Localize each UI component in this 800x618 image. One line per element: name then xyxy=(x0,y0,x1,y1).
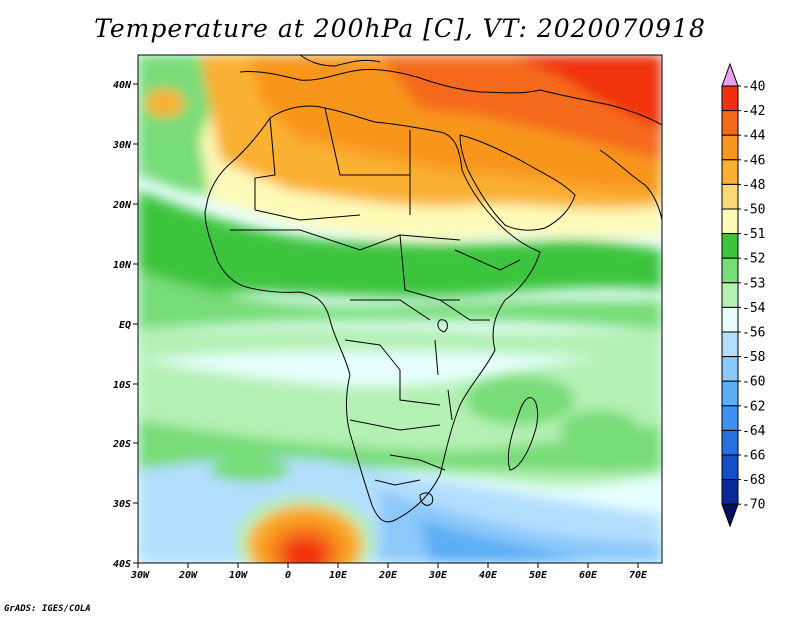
colorbar-swatch xyxy=(721,429,739,456)
lat-label: 10S xyxy=(113,380,131,391)
colorbar-label: -68 xyxy=(742,473,765,488)
lat-label: 30S xyxy=(112,499,131,510)
colorbar-label: -62 xyxy=(742,399,765,414)
lat-label: 40S xyxy=(113,559,131,570)
lat-label: EQ xyxy=(119,320,131,331)
colorbar-swatch xyxy=(721,356,739,382)
colorbar-label: -70 xyxy=(742,498,765,513)
lon-label: 10W xyxy=(229,570,248,581)
colorbar-swatch xyxy=(721,257,739,284)
lon-label: 70E xyxy=(629,570,648,581)
lon-label: 10E xyxy=(329,570,348,581)
colorbar-swatch xyxy=(721,282,739,308)
colorbar-label: -52 xyxy=(742,252,765,267)
colorbar-swatch xyxy=(721,454,739,481)
lat-label: 20N xyxy=(112,200,132,211)
axis-ticks xyxy=(133,83,639,568)
colorbar-swatch xyxy=(721,306,739,333)
lon-labels: 30W 20W 10W 0 10E 20E 30E 40E 50E 60E 70… xyxy=(130,570,648,581)
colorbar-label: -40 xyxy=(742,80,765,95)
colorbar-swatch xyxy=(721,479,739,505)
lon-label: 60E xyxy=(579,570,598,581)
colorbar-label: -50 xyxy=(742,203,765,218)
colorbar-swatch xyxy=(721,110,739,136)
colorbar-swatch xyxy=(721,208,739,235)
colorbar-label: -42 xyxy=(742,104,765,119)
grads-credit: GrADS: IGES/COLA xyxy=(4,604,91,614)
colorbar-label: -51 xyxy=(742,227,765,242)
colorbar-swatch xyxy=(721,405,739,431)
lon-label: 30E xyxy=(428,570,448,581)
colorbar-label: -46 xyxy=(742,153,765,168)
colorbar-swatch xyxy=(721,380,739,407)
lon-label: 40E xyxy=(479,570,498,581)
colorbar-top-triangle xyxy=(721,62,739,87)
colorbar-label: -48 xyxy=(742,178,765,193)
map-title: Temperature at 200hPa [C], VT: 202007091… xyxy=(94,14,706,43)
lon-label: 20E xyxy=(378,570,398,581)
colorbar-label: -60 xyxy=(742,375,765,390)
colorbar-swatch xyxy=(721,159,739,185)
colorbar-swatch xyxy=(721,134,739,161)
lat-label: 30N xyxy=(112,140,132,151)
lat-labels: 40N 30N 20N 10N EQ 10S 20S 30S 40S xyxy=(112,80,132,570)
map-frame xyxy=(137,54,663,564)
colorbar-swatch xyxy=(721,183,739,210)
lon-label: 50E xyxy=(529,570,548,581)
colorbar-swatch xyxy=(721,331,739,358)
colorbar-label: -44 xyxy=(742,129,766,144)
colorbar-bottom-triangle xyxy=(721,503,739,528)
lon-label: 20W xyxy=(178,570,198,581)
colorbar-swatch xyxy=(721,85,739,112)
colorbar-label: -66 xyxy=(742,449,765,464)
lat-label: 20S xyxy=(112,439,131,450)
lat-label: 40N xyxy=(113,80,132,91)
coastlines xyxy=(204,54,663,523)
temperature-field xyxy=(138,55,662,563)
colorbar-label: -58 xyxy=(742,350,765,365)
colorbar-label: -54 xyxy=(742,301,766,316)
colorbar-label: -56 xyxy=(742,326,765,341)
lon-label: 0 xyxy=(285,570,291,581)
colorbar-label: -64 xyxy=(742,424,766,439)
lon-label: 30W xyxy=(130,570,150,581)
colorbar-swatch xyxy=(721,233,739,259)
colorbar: -40 -42 -44 -46 -48 -50 -51 -52 -53 -54 -56 -58 -60 -… xyxy=(721,62,766,528)
lat-label: 10N xyxy=(113,260,132,271)
colorbar-label: -53 xyxy=(742,276,765,291)
